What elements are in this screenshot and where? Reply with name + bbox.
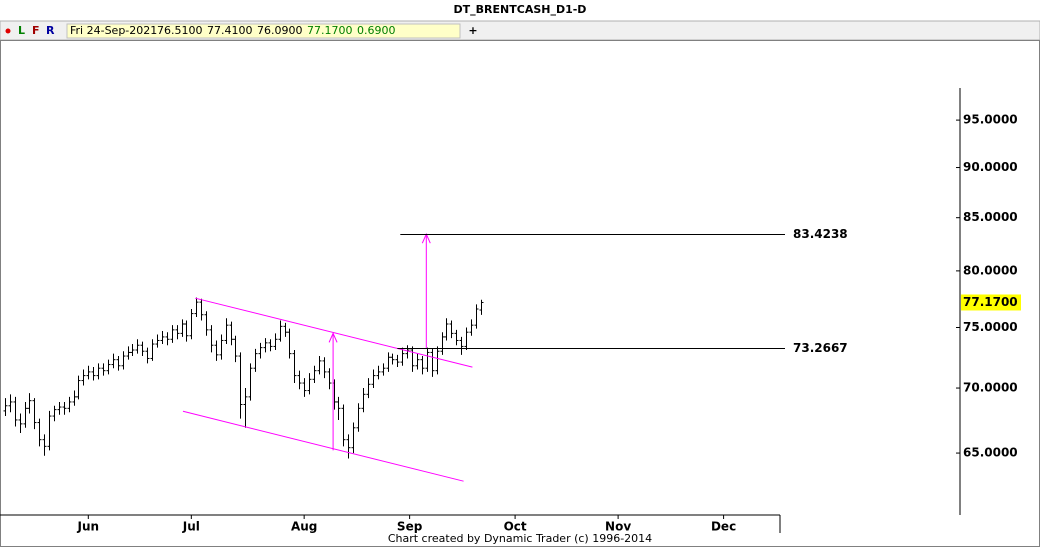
level-label: 83.4238 — [793, 227, 848, 241]
quote-open: 76.5100 — [157, 24, 203, 37]
y-tick-label: 65.0000 — [963, 446, 1018, 460]
level-label: 73.2667 — [793, 341, 848, 355]
x-tick-label: Aug — [291, 520, 317, 534]
quote-change: 0.6900 — [357, 24, 396, 37]
y-tick-label: 70.0000 — [963, 381, 1018, 395]
button-r[interactable]: R — [46, 24, 55, 37]
y-tick-label: 90.0000 — [963, 160, 1018, 174]
window-title: DT_BRENTCASH_D1-D — [454, 3, 587, 16]
last-price-label: 77.1700 — [963, 295, 1018, 309]
x-tick-label: Sep — [397, 520, 423, 534]
quote-close: 77.1700 — [307, 24, 353, 37]
last-price-box — [961, 294, 1021, 311]
y-tick-label: 95.0000 — [963, 113, 1018, 127]
footer: Chart created by Dynamic Trader (c) 1996… — [388, 532, 652, 545]
add-button[interactable]: + — [468, 24, 477, 37]
button-f[interactable]: F — [32, 24, 40, 37]
trendline — [182, 410, 464, 482]
quote-low: 76.0900 — [257, 24, 303, 37]
x-tick-label: Jul — [182, 520, 200, 534]
x-tick-label: Oct — [504, 520, 527, 534]
y-tick-label: 75.0000 — [963, 320, 1018, 334]
quote-box — [66, 23, 461, 39]
x-tick-label: Jun — [77, 520, 100, 534]
button-l[interactable]: L — [18, 24, 25, 37]
y-tick-label: 80.0000 — [963, 263, 1018, 277]
x-tick-label: Nov — [605, 520, 631, 534]
x-tick-label: Dec — [711, 520, 736, 534]
arrow-head — [328, 332, 338, 343]
quote-date: Fri 24-Sep-2021 — [70, 24, 157, 37]
y-tick-label: 85.0000 — [963, 210, 1018, 224]
quote-high: 77.4100 — [207, 24, 253, 37]
status-dot — [5, 28, 11, 34]
trendline — [195, 297, 473, 368]
